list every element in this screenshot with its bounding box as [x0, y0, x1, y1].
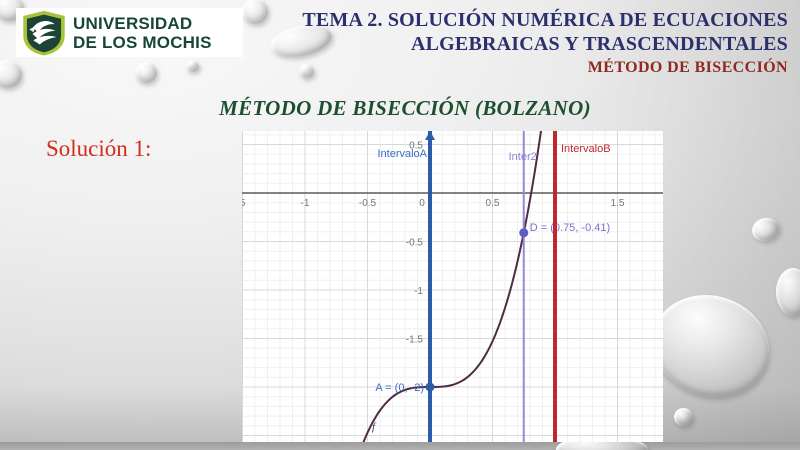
topic-title-line1: TEMA 2. SOLUCIÓN NUMÉRICA DE ECUACIONES: [302, 9, 788, 31]
curve-label: f: [372, 421, 377, 433]
water-droplet-decoration: [186, 60, 199, 72]
y-tick-label: -1.5: [406, 335, 424, 346]
water-droplet-decoration: [299, 64, 314, 78]
topic-title-line2: ALGEBRAICAS Y TRASCENDENTALES: [410, 33, 788, 55]
water-droplet-decoration: [242, 0, 268, 24]
water-droplet-decoration: [749, 214, 782, 245]
university-name: UNIVERSIDAD DE LOS MOCHIS: [73, 14, 212, 52]
y-tick-label: -1: [414, 286, 423, 297]
interval-line-label: IntervaloA: [377, 148, 427, 160]
function-curve: [362, 131, 542, 442]
y-axis-arrow: [425, 131, 435, 140]
section-title: MÉTODO DE BISECCIÓN (BOLZANO): [219, 96, 591, 120]
interval-line-label: Inter2: [509, 151, 537, 163]
x-tick-label: 5: [242, 198, 246, 209]
graph-point: [519, 228, 529, 238]
interval-line-label: IntervaloB: [561, 143, 611, 155]
university-logo: UNIVERSIDAD DE LOS MOCHIS: [16, 8, 243, 57]
water-droplet-decoration: [776, 268, 800, 316]
method-subtitle: MÉTODO DE BISECCIÓN: [587, 59, 788, 76]
x-tick-label: 1.5: [611, 198, 625, 209]
y-tick-label: 0.5: [409, 141, 423, 152]
point-d-label: D = (0.75, -0.41): [530, 222, 610, 234]
x-tick-label: 0: [419, 198, 425, 209]
point-a-label: A = (0, -2): [375, 382, 424, 394]
slide-header: TEMA 2. SOLUCIÓN NUMÉRICA DE ECUACIONES …: [302, 8, 788, 77]
geogebra-plot: 5 -1 -0.5 0 0.5 1.5 0.5 -0.5 -1 -1.5 f D = (0.75, -…: [242, 131, 663, 442]
solution-label: Solución 1:: [46, 136, 152, 161]
university-name-line1: UNIVERSIDAD: [73, 13, 193, 33]
x-tick-label: -0.5: [359, 198, 377, 209]
x-tick-label: -1: [301, 198, 310, 209]
x-tick-label: 0.5: [486, 198, 500, 209]
slide-bottom-band: [0, 442, 800, 450]
university-shield-icon: [23, 10, 65, 56]
water-droplet-decoration: [0, 60, 22, 88]
water-droplet-decoration: [135, 62, 157, 83]
graph-point: [425, 382, 435, 392]
bisection-graph-image: 5 -1 -0.5 0 0.5 1.5 0.5 -0.5 -1 -1.5 f D = (0.75, -…: [242, 131, 663, 442]
university-name-line2: DE LOS MOCHIS: [73, 32, 212, 52]
y-tick-label: -0.5: [406, 238, 424, 249]
water-droplet-decoration: [674, 408, 693, 426]
